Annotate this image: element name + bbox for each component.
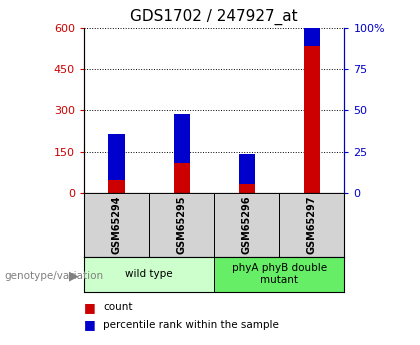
FancyBboxPatch shape [214,193,279,257]
Text: GSM65294: GSM65294 [112,196,121,254]
Bar [239,184,255,193]
Text: ■: ■ [84,318,96,332]
Bar [173,114,190,164]
FancyBboxPatch shape [149,193,214,257]
Text: ▶: ▶ [69,269,78,283]
Text: ■: ■ [84,300,96,314]
FancyBboxPatch shape [279,193,344,257]
Title: GDS1702 / 247927_at: GDS1702 / 247927_at [130,9,298,25]
Bar [108,134,125,180]
Text: GSM65295: GSM65295 [177,196,186,254]
Text: genotype/variation: genotype/variation [4,271,103,281]
Text: wild type: wild type [125,269,173,279]
FancyBboxPatch shape [84,193,149,257]
Text: phyA phyB double
mutant: phyA phyB double mutant [232,264,327,285]
Bar [108,180,125,193]
Text: count: count [103,302,132,312]
FancyBboxPatch shape [214,257,344,292]
Bar [304,1,320,46]
Text: GSM65296: GSM65296 [242,196,252,254]
Text: percentile rank within the sample: percentile rank within the sample [103,320,279,330]
Bar [304,46,320,193]
FancyBboxPatch shape [84,257,214,292]
Bar [173,164,190,193]
Text: GSM65297: GSM65297 [307,196,317,254]
Bar [239,154,255,184]
